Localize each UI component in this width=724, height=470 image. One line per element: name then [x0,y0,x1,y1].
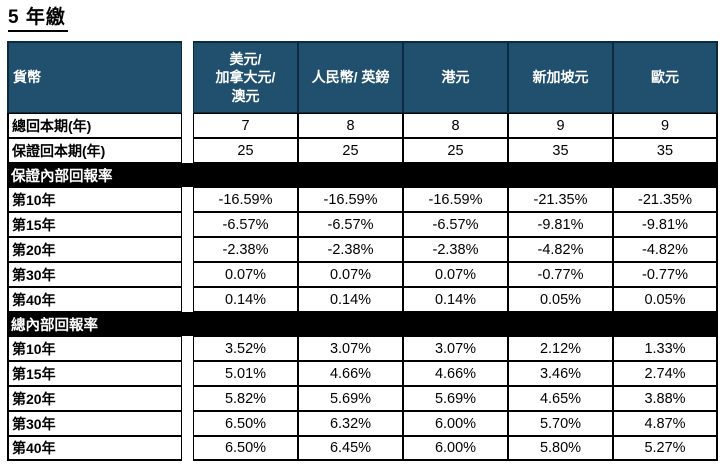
row-label: 第40年 [7,287,182,312]
value-cell: -4.82% [508,237,613,262]
value-cell: 8 [403,113,508,138]
value-cell: 0.05% [613,287,718,312]
row-label: 第20年 [7,386,182,411]
value-cell: 4.66% [403,361,508,386]
header-col-hkd: 港元 [403,41,508,113]
value-cell: -2.38% [403,237,508,262]
title-wrap: 5 年繳 [8,7,724,37]
value-cell: 0.05% [508,287,613,312]
value-cell: 25 [193,138,298,163]
value-cell: 8 [298,113,403,138]
header-col-rmb-gbp: 人民幣/ 英鎊 [298,41,403,113]
page: 5 年繳 貨幣 美元/ 加拿大元/ 澳元 人民幣/ 英鎊 港元 新加坡元 歐元 … [0,7,724,461]
value-cell: 6.00% [403,411,508,436]
row-label: 第40年 [7,436,182,461]
value-cell: 6.00% [403,436,508,461]
rates-table: 貨幣 美元/ 加拿大元/ 澳元 人民幣/ 英鎊 港元 新加坡元 歐元 總回本期(… [7,41,718,461]
value-cell: -16.59% [298,187,403,212]
column-gap [182,212,193,237]
header-col-sgd: 新加坡元 [508,41,613,113]
value-cell: 3.07% [298,336,403,361]
row-label: 總回本期(年) [7,113,182,138]
section-row-total-irr: 總內部回報率 [7,312,718,336]
value-cell: 4.66% [298,361,403,386]
value-cell: 3.46% [508,361,613,386]
row-label: 保證回本期(年) [7,138,182,163]
value-cell: 9 [508,113,613,138]
row-label: 第10年 [7,187,182,212]
value-cell: 3.88% [613,386,718,411]
value-cell: 0.07% [193,262,298,287]
value-cell: -16.59% [193,187,298,212]
value-cell: 0.07% [403,262,508,287]
section-row-guaranteed-irr: 保證內部回報率 [7,163,718,187]
value-cell: -0.77% [508,262,613,287]
value-cell: -9.81% [508,212,613,237]
value-cell: 6.50% [193,436,298,461]
row-label: 第30年 [7,411,182,436]
value-cell: -2.38% [298,237,403,262]
value-cell: 2.74% [613,361,718,386]
column-gap [182,138,193,163]
value-cell: 6.50% [193,411,298,436]
value-cell: 35 [508,138,613,163]
value-cell: 3.52% [193,336,298,361]
column-gap [182,436,193,461]
value-cell: 0.14% [298,287,403,312]
column-gap [182,187,193,212]
value-cell: -16.59% [403,187,508,212]
value-cell: -21.35% [613,187,718,212]
value-cell: 0.14% [193,287,298,312]
value-cell: 4.87% [613,411,718,436]
row-label: 第10年 [7,336,182,361]
value-cell: 25 [298,138,403,163]
value-cell: 0.07% [298,262,403,287]
header-currency-label: 貨幣 [7,41,182,113]
column-gap [182,41,193,113]
value-cell: 2.12% [508,336,613,361]
value-cell: 5.69% [403,386,508,411]
value-cell: -6.57% [403,212,508,237]
value-cell: -9.81% [613,212,718,237]
value-cell: 6.45% [298,436,403,461]
column-gap [182,411,193,436]
column-gap [182,386,193,411]
column-gap [182,361,193,386]
row-label: 第15年 [7,361,182,386]
value-cell: -2.38% [193,237,298,262]
value-cell: 0.14% [403,287,508,312]
header-col-usd-cad-aud: 美元/ 加拿大元/ 澳元 [193,41,298,113]
column-gap [182,237,193,262]
row-label: 第30年 [7,262,182,287]
header-col-eur: 歐元 [613,41,718,113]
value-cell: 5.80% [508,436,613,461]
value-cell: 5.82% [193,386,298,411]
row-label: 第15年 [7,212,182,237]
value-cell: -21.35% [508,187,613,212]
value-cell: 25 [403,138,508,163]
value-cell: 4.65% [508,386,613,411]
value-cell: 5.69% [298,386,403,411]
column-gap [182,336,193,361]
value-cell: -6.57% [193,212,298,237]
row-label: 第20年 [7,237,182,262]
column-gap [182,287,193,312]
column-gap [182,113,193,138]
page-title: 5 年繳 [8,7,68,32]
value-cell: -0.77% [613,262,718,287]
value-cell: 5.01% [193,361,298,386]
value-cell: 1.33% [613,336,718,361]
value-cell: 6.32% [298,411,403,436]
value-cell: -6.57% [298,212,403,237]
value-cell: 3.07% [403,336,508,361]
value-cell: 5.70% [508,411,613,436]
value-cell: 7 [193,113,298,138]
value-cell: 35 [613,138,718,163]
value-cell: 9 [613,113,718,138]
value-cell: -4.82% [613,237,718,262]
column-gap [182,262,193,287]
value-cell: 5.27% [613,436,718,461]
